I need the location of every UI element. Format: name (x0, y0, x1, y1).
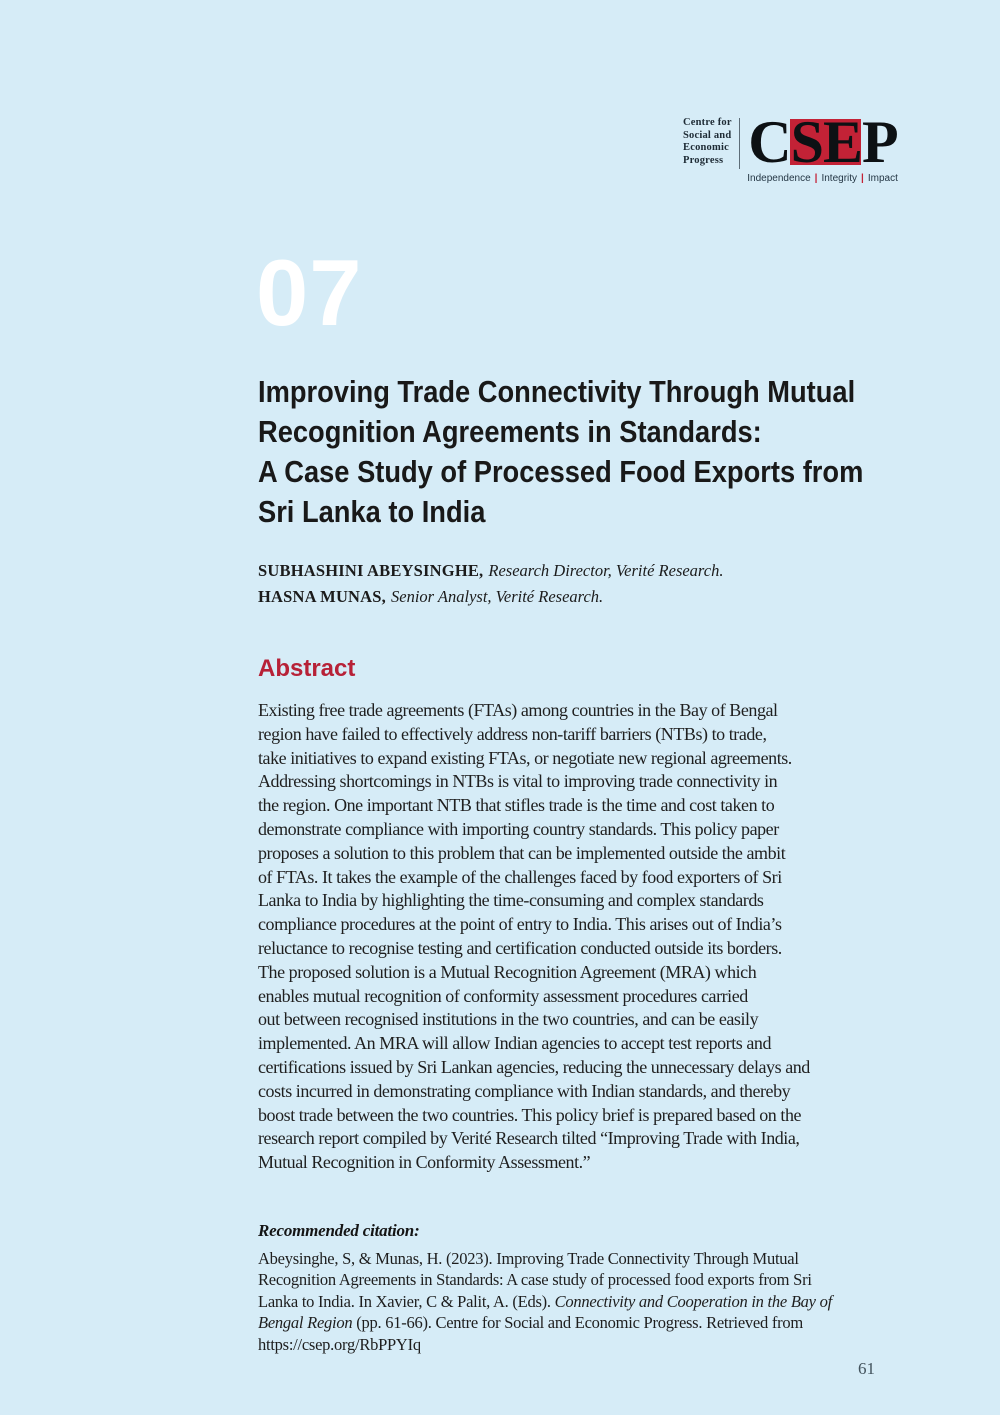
citation-line: Recognition Agreements in Standards: A c… (258, 1269, 832, 1290)
abstract-line: region have failed to effectively addres… (258, 723, 767, 744)
author-name: HASNA MUNAS, (258, 587, 386, 606)
tagline-separator: | (861, 173, 864, 184)
citation-line: https://csep.org/RbPPYIq (258, 1334, 832, 1355)
citation-heading: Recommended citation: (258, 1221, 420, 1240)
logo-letter-p: P (862, 109, 899, 175)
logo-org-line: Progress (683, 154, 724, 166)
abstract-heading: Abstract (258, 655, 356, 682)
logo-divider (738, 118, 741, 169)
abstract-line: demonstrate compliance with importing co… (258, 818, 779, 839)
citation-run: Bengal Region (258, 1313, 353, 1333)
abstract-line: costs incurred in demonstrating complian… (258, 1080, 791, 1101)
abstract-line: out between recognised institutions in t… (258, 1009, 759, 1030)
logo-letter-e: E (821, 109, 863, 175)
abstract-paragraph: Existing free trade agreements (FTAs) am… (258, 699, 810, 1175)
author-role: Senior Analyst, Verité Research. (391, 587, 604, 606)
page-title-line: A Case Study of Processed Food Exports f… (258, 454, 864, 489)
citation-run: Recognition Agreements in Standards: A c… (258, 1270, 812, 1290)
tagline-separator: | (814, 173, 818, 184)
logo-tagline: Independence | Integrity | Impact (747, 173, 898, 184)
abstract-line: reluctance to recognise testing and cert… (258, 937, 782, 958)
author-line: SUBHASHINI ABEYSINGHE, Research Director,… (258, 558, 723, 584)
citation-run: Abeysinghe, S, & Munas, H. (2023). Impro… (258, 1249, 799, 1268)
citation-run: Connectivity and Cooperation in the Bay … (554, 1291, 833, 1311)
citation-line: Bengal Region (pp. 61-66). Centre for So… (258, 1312, 832, 1333)
abstract-line: Mutual Recognition in Conformity Assessm… (258, 1152, 591, 1173)
abstract-line: research report compiled by Verité Resea… (258, 1128, 800, 1149)
page-title-line: Sri Lanka to India (258, 494, 486, 529)
abstract-line: proposes a solution to this problem that… (258, 842, 786, 863)
chapter-number: 07 (256, 240, 363, 345)
abstract-line: certifications issued by Sri Lankan agen… (258, 1056, 810, 1077)
logo-org-line: Social and (683, 129, 732, 141)
author-line: HASNA MUNAS, Senior Analyst, Verité Resea… (258, 584, 723, 610)
logo-org-line: Economic (683, 142, 729, 154)
abstract-line: implemented. An MRA will allow Indian ag… (258, 1033, 772, 1054)
citation-run: (pp. 61-66). Centre for Social and Econo… (352, 1313, 803, 1333)
logo-org-name: Centre for Social and Economic Progress (683, 117, 732, 167)
abstract-line: enables mutual recognition of conformity… (258, 985, 748, 1006)
abstract-line: Addressing shortcomings in NTBs is vital… (258, 771, 778, 792)
abstract-line: of FTAs. It takes the example of the cha… (258, 866, 782, 887)
logo-letter-c: C (748, 109, 791, 175)
authors-list: SUBHASHINI ABEYSINGHE, Research Director,… (258, 558, 723, 610)
tagline-item: Impact (867, 173, 898, 184)
citation-run: https://csep.org/RbPPYIq (258, 1334, 421, 1354)
abstract-line: Existing free trade agreements (FTAs) am… (258, 700, 778, 720)
author-role: Research Director, Verité Research. (488, 561, 724, 580)
logo-letter-s: S (789, 109, 824, 175)
citation-line: Abeysinghe, S, & Munas, H. (2023). Impro… (258, 1248, 832, 1269)
abstract-line: the region. One important NTB that stifl… (258, 795, 775, 816)
page-title-line: Recognition Agreements in Standards: (258, 414, 762, 449)
page-title: Improving Trade Connectivity Through Mut… (258, 372, 863, 532)
author-name: SUBHASHINI ABEYSINGHE, (258, 561, 484, 580)
citation-text: Abeysinghe, S, & Munas, H. (2023). Impro… (258, 1248, 832, 1355)
abstract-line: Lanka to India by highlighting the time-… (258, 890, 764, 911)
page-number: 61 (858, 1359, 875, 1378)
abstract-line: The proposed solution is a Mutual Recogn… (258, 961, 757, 982)
page-title-line: Improving Trade Connectivity Through Mut… (258, 374, 856, 409)
citation-line: Lanka to India. In Xavier, C & Palit, A.… (258, 1291, 832, 1312)
tagline-item: Integrity (821, 173, 858, 184)
recommended-citation: Recommended citation: Abeysinghe, S, & M… (258, 1220, 832, 1355)
abstract-line: take initiatives to expand existing FTAs… (258, 747, 792, 768)
logo-org-line: Centre for (683, 117, 732, 128)
tagline-item: Independence (747, 173, 811, 184)
citation-run: Lanka to India. In Xavier, C & Palit, A.… (258, 1291, 555, 1311)
abstract-line: compliance procedures at the point of en… (258, 914, 782, 935)
abstract-line: boost trade between the two countries. T… (258, 1104, 802, 1125)
